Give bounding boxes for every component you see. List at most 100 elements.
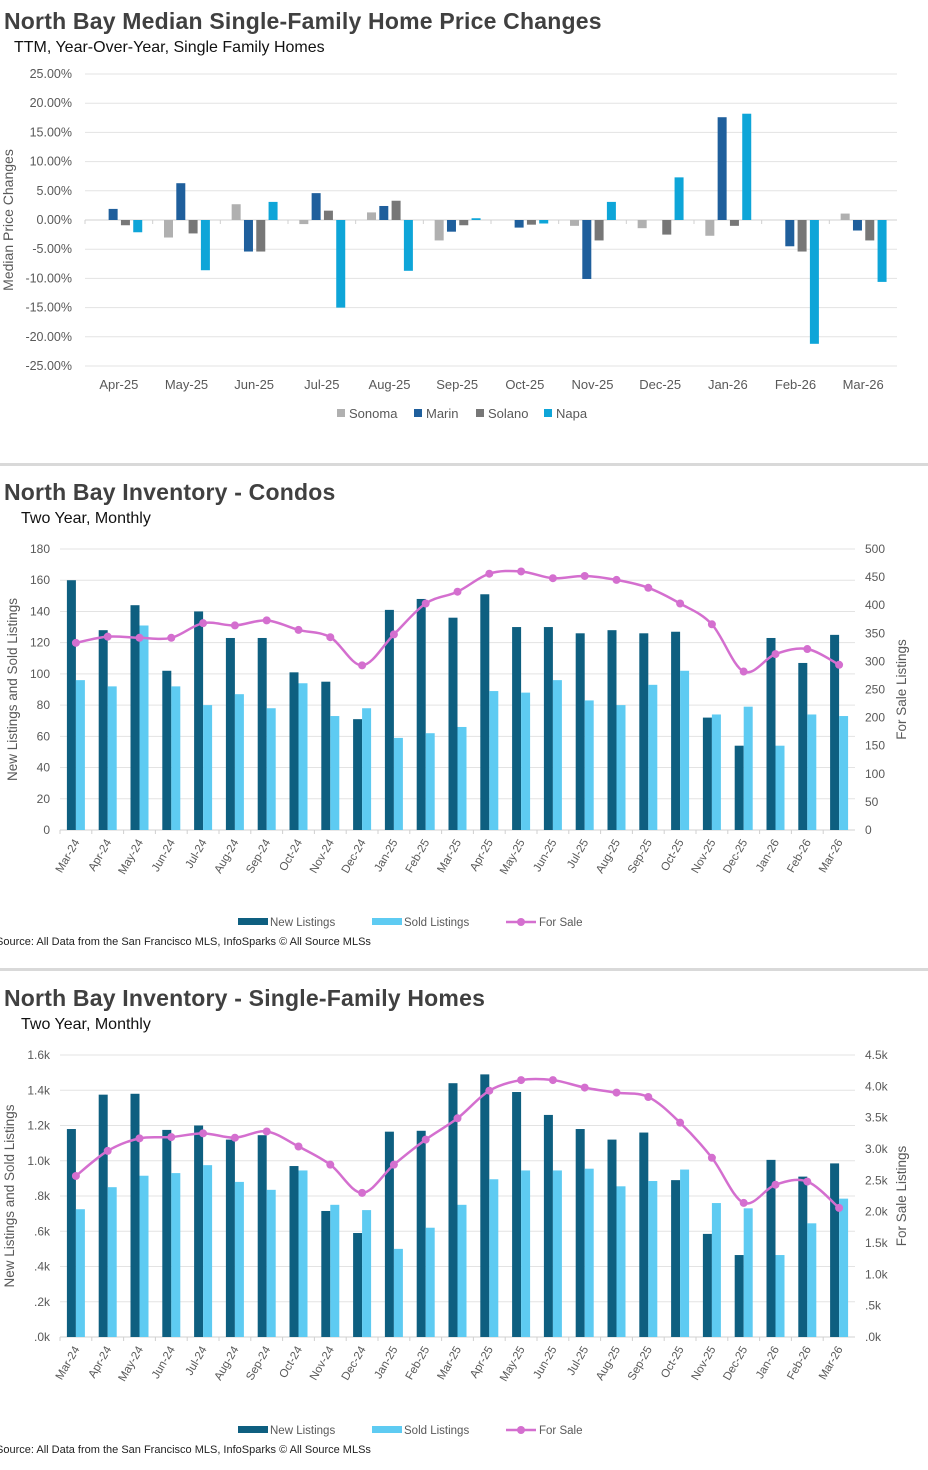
x-tick-label: Aug-25 [369, 377, 411, 392]
point-for-sale [294, 1142, 303, 1151]
y2-tick-label: 300 [865, 654, 885, 668]
bar-new-listings [607, 1139, 617, 1337]
x-tick-label: Mar-24 [54, 1344, 83, 1382]
chart2-condo-inventory: 0 20 40 60 80 100 120 140 160 180 0 50 100 150 200 250 3… [5, 542, 909, 929]
bar-new-listings [671, 1180, 681, 1337]
bar-new-listings [639, 1132, 649, 1337]
legend-swatch-sold-listings [372, 1426, 402, 1433]
point-for-sale [326, 633, 335, 642]
bar-sold-listings [234, 1181, 244, 1337]
bar-solano [797, 220, 807, 252]
bar-new-listings [225, 1139, 235, 1337]
bar-solano [120, 220, 130, 226]
bar-new-listings [194, 1125, 204, 1337]
bar-sold-listings [171, 686, 181, 830]
y-tick-label: 120 [30, 636, 50, 650]
point-for-sale [485, 1086, 494, 1095]
bar-sold-listings [425, 733, 435, 830]
bar-sold-listings [266, 1189, 276, 1337]
bar-napa [742, 113, 752, 220]
point-for-sale [739, 1198, 748, 1207]
x-tick-label: Nov-24 [308, 1344, 337, 1383]
point-for-sale [835, 660, 844, 669]
legend-label-for-sale: For Sale [539, 917, 582, 929]
bar-new-listings [766, 1159, 776, 1337]
point-for-sale [517, 1076, 526, 1085]
bar-sold-listings [203, 1165, 213, 1337]
x-tick-label: Jan-25 [373, 1345, 401, 1381]
point-for-sale [835, 1203, 844, 1212]
legend-label-for-sale: For Sale [539, 1425, 582, 1437]
bar-solano [459, 220, 469, 226]
point-for-sale [167, 1133, 176, 1142]
bar-new-listings [98, 630, 108, 830]
bar-sold-listings [552, 680, 562, 830]
x-tick-label: Feb-25 [404, 838, 433, 876]
x-tick-label: Dec-25 [721, 1345, 750, 1383]
chart2-subtitle: Two Year, Monthly [21, 510, 151, 527]
bar-napa [336, 220, 346, 308]
x-tick-label: Apr-25 [468, 1345, 496, 1381]
y-tick-label: 100 [30, 667, 50, 681]
point-for-sale [199, 1129, 208, 1138]
bar-new-listings [702, 717, 712, 830]
section-divider [0, 463, 928, 466]
bar-sonoma [705, 220, 715, 236]
legend-marker-for-sale [517, 1426, 525, 1434]
bar-sold-listings [139, 1175, 149, 1337]
bar-sold-listings [711, 1203, 721, 1337]
x-tick-label: Nov-25 [690, 1345, 719, 1383]
y-tick-label: .8k [34, 1189, 51, 1203]
y-tick-label: .0k [34, 1330, 51, 1344]
bar-sold-listings [75, 680, 85, 830]
x-tick-label: Oct-24 [277, 837, 305, 873]
bar-marin [582, 220, 592, 279]
bar-sold-listings [807, 714, 817, 830]
bar-new-listings [671, 631, 681, 830]
point-for-sale [644, 583, 653, 592]
bar-new-listings [353, 719, 363, 830]
y-tick-label: .2k [34, 1295, 51, 1309]
y2-tick-label: 350 [865, 626, 885, 640]
bar-new-listings [448, 617, 458, 830]
point-for-sale [803, 1177, 812, 1186]
bar-napa [539, 220, 549, 224]
bar-solano [729, 220, 739, 226]
bar-sold-listings [107, 686, 117, 830]
y2-tick-label: 450 [865, 570, 885, 584]
point-for-sale [230, 1133, 239, 1142]
bar-solano [256, 220, 266, 252]
y2-tick-label: 100 [865, 767, 885, 781]
bar-solano [865, 220, 875, 241]
y-tick-label: 1.2k [27, 1119, 51, 1133]
bar-sold-listings [425, 1227, 435, 1337]
y2-tick-label: 4.0k [865, 1079, 889, 1093]
bar-napa [606, 201, 616, 220]
x-tick-label: Aug-24 [213, 1344, 242, 1383]
x-tick-label: Mar-25 [435, 838, 464, 876]
bar-sold-listings [489, 1179, 499, 1337]
bar-new-listings [734, 1255, 744, 1337]
bar-sold-listings [552, 1170, 562, 1337]
bar-new-listings [257, 1135, 267, 1337]
point-for-sale [676, 1118, 685, 1127]
chart1-price-changes: 25.00% 20.00% 15.00% 10.00% 5.00% 0.00% -5.00%… [0, 67, 897, 421]
point-for-sale [71, 1171, 80, 1180]
y2-tick-label: 150 [865, 739, 885, 753]
x-tick-label: Dec-25 [721, 838, 750, 876]
x-tick-label: May-24 [117, 1344, 147, 1384]
point-for-sale [135, 1134, 144, 1143]
bar-solano [323, 210, 333, 220]
bar-solano [662, 220, 672, 235]
point-for-sale [580, 1083, 589, 1092]
chart3-subtitle: Two Year, Monthly [21, 1016, 151, 1033]
y-tick-label: 180 [30, 542, 50, 556]
y-tick-label: 60 [37, 729, 51, 743]
bar-sonoma [299, 220, 309, 225]
x-tick-label: Nov-24 [308, 837, 337, 876]
x-tick-label: Jul-25 [565, 838, 591, 871]
bar-napa [471, 218, 481, 220]
bar-napa [268, 201, 278, 220]
bar-new-listings [480, 594, 490, 830]
